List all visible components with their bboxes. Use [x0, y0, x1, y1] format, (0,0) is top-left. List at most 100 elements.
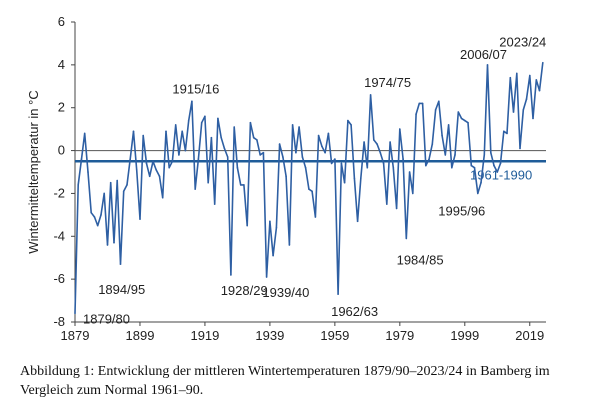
data-point — [285, 175, 287, 178]
data-point — [272, 254, 274, 257]
data-point — [265, 276, 268, 278]
data-point — [275, 226, 278, 229]
data-point — [447, 124, 450, 126]
data-point — [116, 179, 118, 182]
data-point — [395, 207, 398, 210]
data-point — [106, 244, 109, 246]
y-tick-label: -8 — [53, 314, 65, 329]
data-point — [83, 132, 86, 135]
reference-line-label: 1961-1990 — [470, 167, 532, 182]
data-point — [431, 143, 434, 145]
data-point — [291, 124, 294, 126]
data-point — [252, 136, 255, 139]
x-tick-label: 1919 — [190, 328, 219, 343]
data-point — [499, 162, 502, 165]
data-point — [171, 160, 174, 163]
data-point — [503, 130, 505, 133]
data-point — [529, 74, 531, 77]
data-point — [181, 130, 183, 133]
data-point — [434, 109, 437, 111]
x-tick-labels: 1879 1899 1919 1939 1959 1979 1999 2019 — [61, 322, 544, 343]
data-point — [200, 121, 203, 124]
data-point — [532, 117, 534, 120]
annotation-label: 1928/29 — [221, 283, 268, 298]
annotation-label: 1974/75 — [364, 75, 411, 90]
data-point — [480, 181, 482, 184]
x-tick-label: 1879 — [61, 328, 90, 343]
data-point — [87, 171, 89, 173]
data-point — [132, 130, 135, 133]
data-point — [340, 162, 343, 165]
data-point — [308, 188, 310, 190]
data-point — [168, 166, 170, 169]
data-point — [317, 134, 320, 137]
data-point — [399, 128, 401, 130]
data-point — [327, 132, 330, 135]
data-point — [356, 220, 359, 223]
data-point — [239, 184, 242, 186]
y-axis-label: Wintermitteltemperatur in °C — [26, 90, 41, 253]
data-point — [486, 64, 489, 66]
data-point — [135, 169, 138, 171]
data-point — [509, 76, 512, 79]
data-point — [295, 151, 297, 154]
data-point — [165, 130, 167, 133]
annotation-label: 2006/07 — [460, 47, 507, 62]
data-point — [347, 119, 349, 122]
data-point — [236, 166, 239, 169]
chart-axes — [74, 22, 546, 323]
data-point — [477, 192, 479, 195]
data-point — [298, 126, 300, 128]
data-point — [314, 216, 317, 218]
data-point — [460, 117, 463, 120]
data-point — [366, 166, 369, 169]
y-tick-label: 0 — [58, 143, 65, 158]
data-point — [178, 154, 180, 156]
data-point — [464, 119, 466, 122]
data-point — [405, 237, 408, 240]
data-point — [103, 192, 105, 195]
data-point — [444, 154, 447, 156]
data-point — [158, 175, 161, 178]
x-tick-label: 1999 — [450, 328, 479, 343]
data-point — [363, 141, 365, 143]
data-point — [109, 181, 112, 184]
data-point — [282, 156, 284, 158]
data-point — [337, 293, 339, 295]
data-point — [493, 164, 495, 167]
data-point — [441, 134, 443, 137]
data-point — [191, 100, 193, 103]
data-point — [96, 224, 99, 227]
x-tick-label: 1959 — [320, 328, 349, 343]
data-point — [334, 158, 336, 160]
data-point — [184, 149, 187, 152]
data-point — [496, 171, 499, 173]
data-point — [197, 158, 200, 160]
y-tick-labels: -8 -6 -4 -2 0 2 4 6 — [53, 14, 75, 329]
data-point — [412, 192, 414, 195]
data-point — [522, 109, 525, 111]
data-point — [382, 162, 385, 165]
data-point — [207, 181, 209, 184]
annotation-label: 1995/96 — [438, 203, 485, 218]
data-point — [304, 166, 307, 169]
data-point — [230, 274, 232, 276]
data-point — [301, 156, 304, 158]
data-point — [457, 111, 460, 113]
data-point — [425, 164, 427, 167]
data-point — [470, 164, 473, 167]
data-point — [311, 190, 313, 193]
annotation-label: 1939/40 — [262, 285, 309, 300]
data-point — [288, 244, 291, 246]
data-point — [454, 154, 456, 156]
data-point — [321, 145, 323, 148]
x-tick-label: 2019 — [515, 328, 544, 343]
y-tick-label: -6 — [53, 271, 65, 286]
data-point — [379, 151, 382, 154]
data-point — [467, 121, 469, 124]
annotation-label: 2023/24 — [499, 35, 546, 50]
data-point — [473, 166, 476, 169]
data-point — [142, 134, 144, 137]
data-point — [269, 220, 271, 223]
series-line-winter-temperature — [74, 62, 544, 314]
